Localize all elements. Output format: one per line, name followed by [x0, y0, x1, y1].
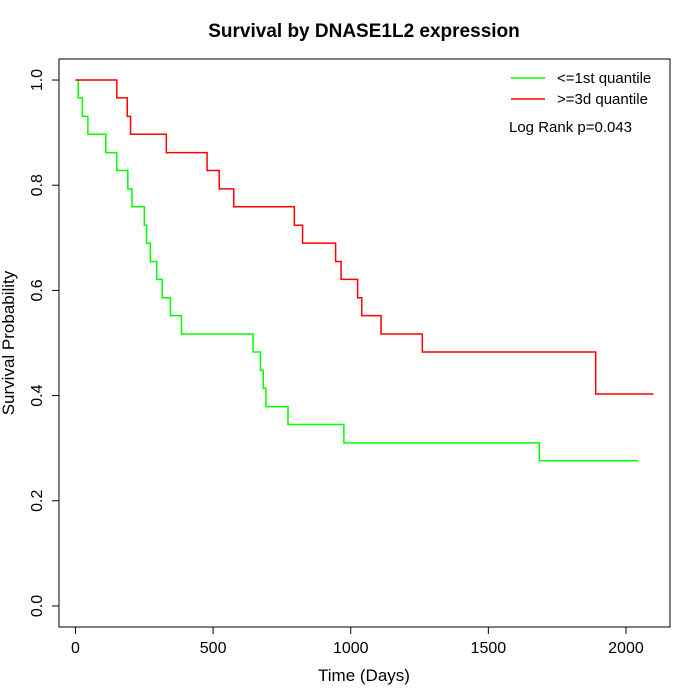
series-line-0 — [75, 79, 639, 462]
y-tick-label: 0.8 — [29, 174, 46, 196]
legend-label-high: >=3d quantile — [557, 91, 648, 108]
x-tick-label: 1000 — [333, 640, 369, 657]
x-tick-label: 1500 — [471, 640, 507, 657]
y-tick-label: 0.0 — [29, 595, 46, 617]
y-tick-label: 1.0 — [29, 69, 46, 91]
chart-title: Survival by DNASE1L2 expression — [208, 21, 520, 42]
x-tick-label: 500 — [200, 640, 227, 657]
series-layer — [75, 79, 654, 462]
legend-label-low: <=1st quantile — [557, 70, 651, 87]
legend: <=1st quantile >=3d quantile — [511, 70, 651, 108]
x-tick-label: 0 — [71, 640, 80, 657]
log-rank-annotation: Log Rank p=0.043 — [509, 119, 632, 136]
x-tick-label: 2000 — [608, 640, 644, 657]
series-line-1 — [75, 79, 654, 395]
y-axis: 0.0 0.2 0.4 0.6 0.8 1.0 — [29, 69, 59, 617]
y-tick-label: 0.2 — [29, 490, 46, 512]
y-tick-label: 0.6 — [29, 279, 46, 301]
x-axis: 0 500 1000 1500 2000 — [71, 627, 644, 657]
x-axis-label: Time (Days) — [318, 666, 410, 685]
plot-frame — [58, 58, 671, 628]
y-axis-label: Survival Probability — [0, 270, 18, 415]
y-tick-label: 0.4 — [29, 384, 46, 406]
